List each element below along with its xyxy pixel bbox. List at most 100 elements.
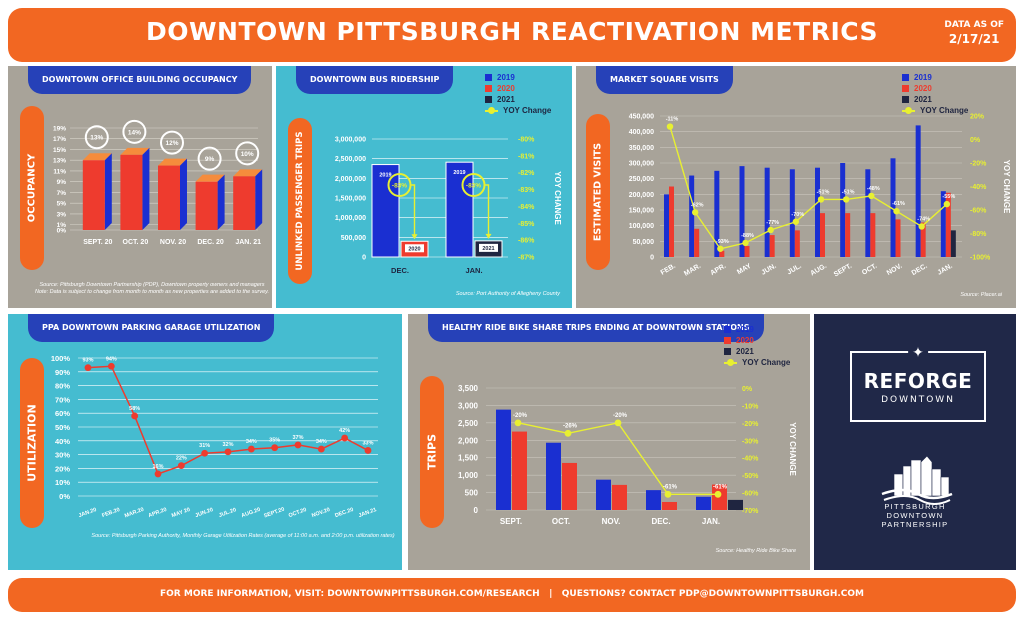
pdp-logo-text: PITTSBURGH DOWNTOWN PARTNERSHIP [814,502,1016,529]
yoy-point [817,196,825,203]
x-tick-label: OCT. [552,517,570,526]
data-label-circle [235,141,260,166]
market-legend-2020: 2020 [914,84,932,93]
y-tick-label: 1,000 [458,471,479,480]
yoy-point [664,490,672,498]
bus-title: DOWNTOWN BUS RIDERSHIP [296,66,454,94]
data-point [317,445,325,453]
x-tick-label: JAN. 21 [235,239,261,246]
y-tick-label: 3% [57,211,67,218]
bar [794,230,800,257]
bar [915,125,921,258]
data-label-circle [197,146,222,171]
data-point [131,412,139,420]
x-tick-label: JUL. [786,263,803,277]
bar [728,499,743,510]
y-tick-label: 100,000 [629,223,654,230]
yoy-point [943,200,951,208]
y-tick-label: 2,500 [458,419,479,428]
occupancy-axis-pill: OCCUPANCY [20,106,44,270]
y2-tick-label: -40% [742,456,759,463]
y-tick-label: 250,000 [629,176,654,183]
yoy-label: -61% [713,484,728,490]
y2-tick-label: -60% [742,491,759,498]
y-tick-label: 1,500,000 [335,196,366,203]
bar [120,154,143,230]
y2-tick-label: -80% [518,137,535,144]
bar [496,409,511,510]
data-label-circle [84,125,109,150]
data-label: 58% [129,406,140,412]
data-label: 42% [339,428,350,434]
x-tick-label: OCT. 20 [123,239,149,246]
bar [920,222,926,257]
y-tick-label: 1,000,000 [335,215,366,222]
y2-tick-label: -82% [518,170,535,177]
yoy-point [868,192,875,200]
data-label: 35% [269,438,280,444]
data-date-label: DATA AS OF [944,20,1004,30]
data-label: 94% [106,356,117,362]
yoy-arrow-head [485,233,492,239]
x-tick-label: APR.20 [148,507,168,519]
yoy-point [842,196,850,203]
bar [840,163,846,257]
header-bar: DOWNTOWN PITTSBURGH REACTIVATION METRICS… [8,8,1016,62]
parking-chart: 0% 10% 20% 30% 40% 50% 60% 70% 80% 90% 100% 93% JAN.… [51,354,378,520]
data-label: 37% [292,435,303,441]
bar [662,501,677,510]
parking-axis-pill: UTILIZATION [20,358,44,528]
bar [870,213,876,257]
yoy-label: -20% [613,413,628,419]
bar-top [195,174,225,182]
y-tick-label: 300,000 [629,161,654,168]
yoy-label: -51% [817,189,830,195]
footer-contact: FOR MORE INFORMATION, VISIT: DOWNTOWNPIT… [160,589,864,599]
y-tick-label: 1,500 [458,454,479,463]
right-axis-label: YOY CHANGE [553,171,562,225]
bar-label: 2021 [482,246,494,252]
data-label: 93% [82,358,93,364]
x-tick-label: MAR.20 [124,507,145,520]
legend-2020-swatch [485,85,492,92]
yoy-line [669,126,948,250]
y-tick-label: 80% [55,382,70,391]
bar [195,181,218,230]
y-tick-label: 3,000,000 [335,137,366,144]
yoy-label: -62% [691,202,704,208]
y-tick-label: 0 [474,506,479,515]
data-point [247,445,255,453]
bar-top [120,147,150,155]
bar [714,170,720,257]
yoy-label: -61% [892,201,905,207]
y-tick-label: 30% [55,451,70,460]
x-tick-label: JAN.20 [78,507,98,519]
y2-tick-label: 0% [742,386,753,393]
x-tick-label: OCT.20 [288,507,308,519]
brand-panel: ✦ REFORGE DOWNTOWN PITTSBURGH DOWNTOWN P… [814,314,1016,570]
y-tick-label: 450,000 [629,114,654,121]
market-legend-2019: 2019 [914,73,932,82]
y-tick-label: 0% [59,492,70,501]
y-tick-label: 9% [57,179,67,186]
x-tick-label: MAR. [683,263,702,278]
x-tick-label: DEC.20 [334,507,354,519]
yoy-point [564,429,572,437]
y2-tick-label: -80% [970,231,987,238]
y-tick-label: 50,000 [633,239,655,246]
bus-chart: 0 500,000 1,000,000 1,500,000 2,000,000 2,500… [335,137,562,276]
data-point [271,444,279,452]
x-tick-label: NOV.20 [311,507,331,519]
bar [940,191,946,257]
y-tick-label: 50% [55,423,70,432]
y-tick-label: 13% [53,158,66,165]
data-point [364,447,372,454]
data-date-value: 2/17/21 [948,32,1000,46]
y-tick-label: 100% [51,354,71,363]
data-point [154,470,162,478]
bus-axis-pill: UNLINKED PASSENGER TRIPS [288,118,312,284]
yoy-label: -83% [392,183,407,190]
bar [950,230,956,257]
data-date: DATA AS OF 2/17/21 [944,18,1004,46]
footer-bar: FOR MORE INFORMATION, VISIT: DOWNTOWNPIT… [8,578,1016,612]
